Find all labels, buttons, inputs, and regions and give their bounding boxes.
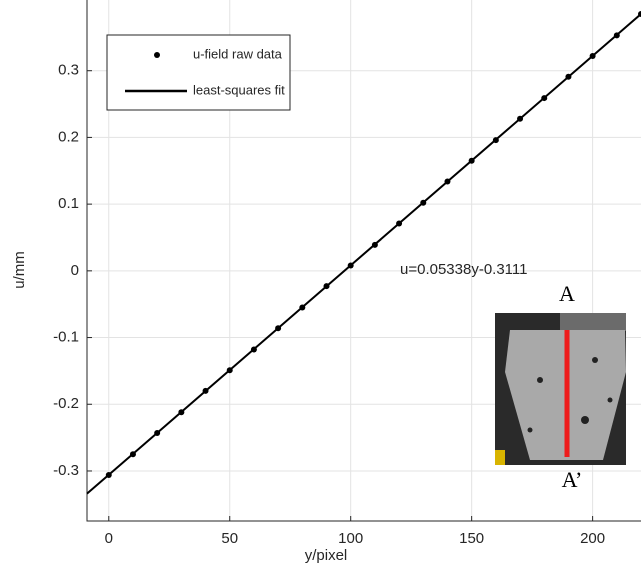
y-tick-label: -0.1 [53, 329, 79, 346]
legend-label: u-field raw data [193, 46, 283, 61]
legend-swatch [154, 52, 160, 58]
photo-gear [560, 313, 626, 331]
photo-speckle [592, 357, 598, 363]
x-tick-label: 100 [338, 530, 363, 547]
y-tick-label: 0.1 [58, 195, 79, 212]
y-tick-label: -0.3 [53, 462, 79, 479]
y-axis-label: u/mm [11, 251, 28, 289]
inset-photo [495, 313, 626, 465]
legend-label: least-squares fit [193, 82, 285, 97]
x-axis-label: y/pixel [305, 547, 348, 564]
x-tick-label: 150 [459, 530, 484, 547]
y-tick-label: 0 [71, 262, 79, 279]
y-tick-label: 0.3 [58, 62, 79, 79]
photo-speckle [527, 427, 533, 433]
photo-speckle [607, 397, 613, 403]
axes-frame [86, 0, 641, 522]
x-tick-label: 0 [105, 530, 113, 547]
photo-corner [495, 450, 505, 465]
inset-label: A’ [562, 467, 583, 492]
fit-annotation: u=0.05338y-0.3111 [400, 261, 527, 278]
photo-speckle [537, 377, 543, 383]
photo-speckle [581, 416, 589, 424]
legend-box [106, 34, 291, 111]
y-tick-label: 0.2 [58, 128, 79, 145]
inset-label: A [559, 281, 575, 306]
x-tick-label: 50 [221, 530, 238, 547]
x-tick-label: 200 [580, 530, 605, 547]
y-tick-label: -0.2 [53, 395, 79, 412]
fit-line [86, 13, 641, 495]
